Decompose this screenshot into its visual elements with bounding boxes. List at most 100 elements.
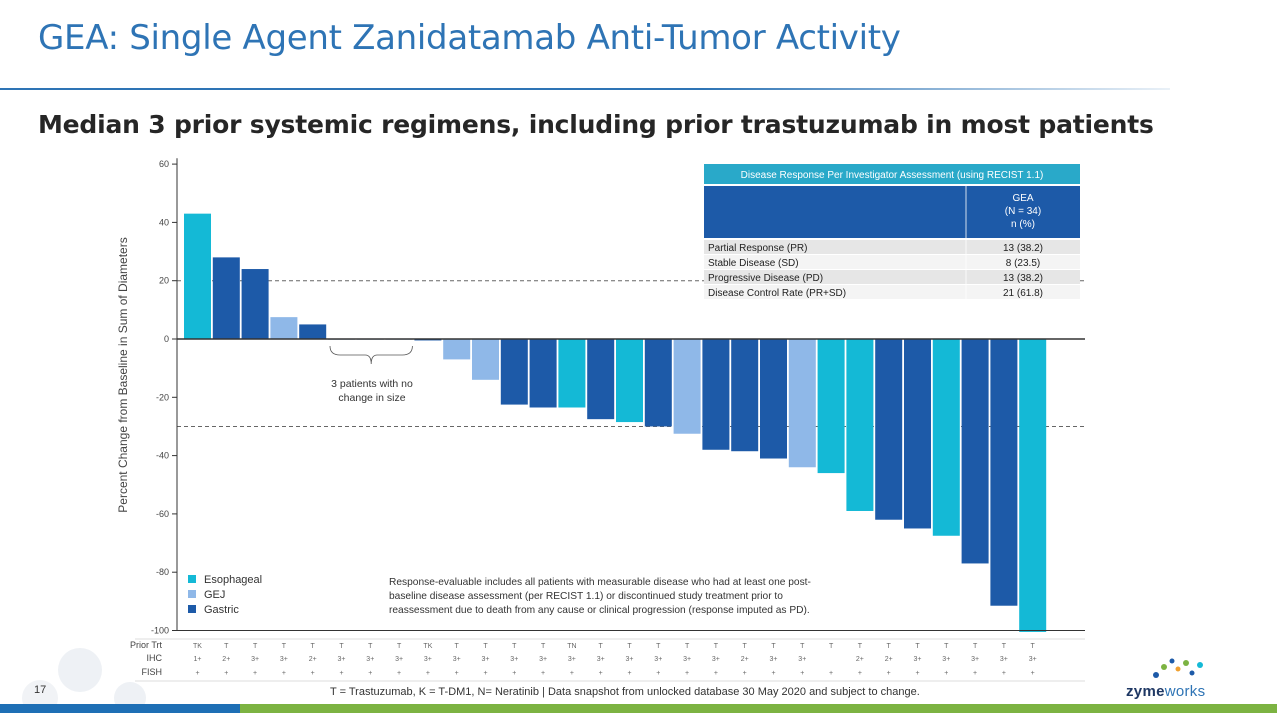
prior-trt-cell-19: T (714, 643, 719, 650)
bar-17 (644, 339, 672, 427)
fish-cell-9: + (426, 670, 430, 677)
bar-25 (875, 339, 903, 520)
ihc-cell-13: 3+ (539, 656, 547, 663)
y-axis-title: Percent Change from Baseline in Sum of D… (116, 237, 130, 512)
fish-cell-21: + (771, 670, 775, 677)
logo-dots-icon (1153, 658, 1203, 678)
table-row-value-1: 13 (38.2) (1003, 243, 1043, 254)
ihc-cell-30: 3+ (1029, 656, 1037, 663)
ihc-cell-22: 3+ (798, 656, 806, 663)
ihc-cell-5: 2+ (309, 656, 317, 663)
prior-trt-cell-29: T (1002, 643, 1007, 650)
legend-swatch-gej (188, 590, 196, 598)
table-header-line-1: GEA (1012, 193, 1033, 204)
ihc-cell-2: 2+ (222, 656, 230, 663)
legend-label-gej: GEJ (204, 589, 225, 601)
table-header-bar (704, 186, 1080, 238)
bar-20 (731, 339, 759, 452)
table-row-value-2: 8 (23.5) (1006, 258, 1040, 269)
ihc-cell-27: 3+ (942, 656, 950, 663)
table-row-label-4: Disease Control Rate (PR+SD) (708, 288, 846, 299)
bar-1 (184, 213, 211, 339)
molecule-decoration (22, 648, 146, 704)
fish-cell-10: + (455, 670, 459, 677)
ihc-cell-4: 3+ (280, 656, 288, 663)
response-note-line-3: reassessment due to death from any cause… (389, 605, 810, 616)
prior-trt-cell-23: T (829, 643, 834, 650)
prior-trt-cell-11: T (483, 643, 488, 650)
zymeworks-logo: zymeworks (1126, 683, 1205, 700)
ihc-cell-12: 3+ (510, 656, 518, 663)
ihc-cell-25: 2+ (885, 656, 893, 663)
prior-trt-cell-15: T (599, 643, 604, 650)
bar-15 (587, 339, 615, 420)
prior-trt-cell-22: T (800, 643, 805, 650)
table-row-bg-2 (704, 255, 1080, 269)
bar-14 (558, 339, 586, 408)
fish-cell-14: + (570, 670, 574, 677)
prior-trt-cell-18: T (685, 643, 690, 650)
ihc-cell-18: 3+ (683, 656, 691, 663)
prior-trt-cell-3: T (253, 643, 258, 650)
ihc-cell-14: 3+ (568, 656, 576, 663)
fish-cell-11: + (483, 670, 487, 677)
prior-trt-cell-26: T (915, 643, 920, 650)
ihc-cell-3: 3+ (251, 656, 259, 663)
no-change-label-line-1: 3 patients with no (331, 378, 413, 390)
table-row-bg-3 (704, 270, 1080, 284)
legend-swatch-esophageal (188, 575, 196, 583)
response-note-line-2: baseline disease assessment (per RECIST … (389, 591, 783, 602)
fish-cell-1: + (195, 670, 199, 677)
y-tick-label--20: -20 (156, 392, 169, 402)
bar-26 (904, 339, 931, 529)
prior-trt-cell-8: T (397, 643, 402, 650)
fish-cell-24: + (858, 670, 862, 677)
prior-trt-cell-2: T (224, 643, 229, 650)
prior-trt-cell-16: T (627, 643, 632, 650)
table-title-bar (704, 164, 1080, 184)
footer-bar (0, 704, 1277, 713)
ihc-cell-11: 3+ (482, 656, 490, 663)
prior-trt-cell-30: T (1031, 643, 1036, 650)
fish-cell-19: + (714, 670, 718, 677)
bar-27 (932, 339, 960, 536)
slide-title: GEA: Single Agent Zanidatamab Anti-Tumor… (38, 18, 901, 58)
no-change-label-line-2: change in size (338, 392, 405, 404)
footnote: T = Trastuzumab, K = T-DM1, N= Neratinib… (330, 686, 920, 698)
table-row-label-2: Stable Disease (SD) (708, 258, 799, 269)
fish-cell-30: + (1031, 670, 1035, 677)
fish-cell-2: + (224, 670, 228, 677)
bar-9 (414, 339, 442, 341)
y-tick-label--60: -60 (156, 509, 169, 519)
bar-28 (961, 339, 989, 564)
prior-trt-cell-5: T (311, 643, 316, 650)
ihc-cell-28: 3+ (971, 656, 979, 663)
axes: 60 40 20 0 -20 -40 -60 -80 -100 (151, 158, 1085, 636)
table-header-line-3: n (%) (1011, 219, 1035, 230)
bar-30 (1019, 339, 1047, 632)
prior-trt-cell-27: T (944, 643, 949, 650)
fish-cell-23: + (829, 670, 833, 677)
bar-23 (817, 339, 845, 474)
fish-cell-7: + (368, 670, 372, 677)
fish-cell-27: + (944, 670, 948, 677)
fish-cell-28: + (973, 670, 977, 677)
table-row-value-4: 21 (61.8) (1003, 288, 1043, 299)
y-axis-label-group: Percent Change from Baseline in Sum of D… (116, 237, 130, 512)
prior-trt-cell-1: TK (193, 643, 202, 650)
legend-swatch-gastric (188, 605, 196, 613)
y-tick-label--40: -40 (156, 451, 169, 461)
legend: Esophageal GEJ Gastric (188, 574, 262, 616)
bar-10 (443, 339, 471, 360)
y-tick-label--100: -100 (151, 626, 169, 636)
bar-5 (299, 324, 327, 339)
slide-subtitle: Median 3 prior systemic regimens, includ… (38, 110, 1154, 139)
ihc-cell-1: 1+ (194, 656, 202, 663)
footer-bar-green (240, 704, 1277, 713)
slide-number: 17 (34, 684, 47, 696)
bar-16 (616, 339, 643, 423)
prior-trt-cell-17: T (656, 643, 661, 650)
fish-cell-3: + (253, 670, 257, 677)
ihc-cell-9: 3+ (424, 656, 432, 663)
